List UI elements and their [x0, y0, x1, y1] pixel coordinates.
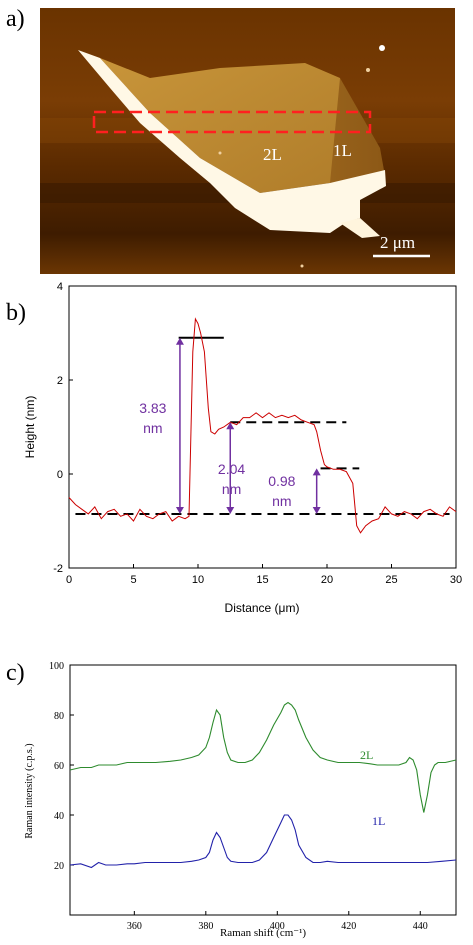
x-tick-label: 420 — [341, 921, 356, 932]
plot-frame — [68, 285, 457, 569]
x-tick-label: 15 — [256, 574, 268, 586]
flake-thick-edge — [78, 50, 386, 233]
x-tick-label: 0 — [66, 574, 72, 586]
y-axis-label: Raman intensity (c.p.s.) — [24, 743, 35, 838]
y-tick-label: 0 — [57, 469, 63, 481]
x-tick-label: 400 — [270, 921, 285, 932]
annotation-label: 3.83 — [139, 400, 166, 416]
y-tick-label: 60 — [54, 761, 64, 772]
arrow-head-up — [312, 468, 321, 476]
arrow-head-down — [226, 506, 235, 514]
layer-label-1l: 1L — [333, 141, 352, 160]
y-tick-label: 100 — [49, 661, 64, 672]
annotation-label: nm — [143, 420, 162, 436]
series-line-2l — [69, 701, 457, 813]
x-axis-label: Distance (μm) — [225, 601, 300, 615]
y-tick-label: 20 — [54, 861, 64, 872]
x-tick-label: 5 — [130, 574, 136, 586]
series-line-height — [68, 317, 457, 534]
y-tick-label: -2 — [53, 563, 63, 575]
scale-bar-label: 2 μm — [380, 233, 415, 252]
panel-label-c: c) — [6, 660, 25, 686]
flake-bilayer — [100, 58, 340, 193]
series-line-1l — [69, 814, 457, 869]
afm-image: 2L 1L 2 μm — [40, 8, 455, 274]
annotation-label: nm — [222, 481, 241, 497]
x-tick-label: 25 — [385, 574, 397, 586]
x-tick-label: 30 — [450, 574, 462, 586]
x-axis-label: Raman shift (cm⁻¹) — [220, 927, 306, 939]
line-profile-box — [92, 110, 372, 134]
y-axis-label: Height (nm) — [23, 396, 37, 459]
panel-label-b: b) — [6, 300, 26, 326]
annotation-label: nm — [272, 493, 291, 509]
x-tick-label: 10 — [192, 574, 204, 586]
y-tick-label: 40 — [54, 811, 64, 822]
plot-frame — [69, 664, 457, 916]
raman-chart: 360 380 400 420 440 20 40 60 80 100 2L 1L Raman s… — [24, 661, 457, 939]
series-label-1l: 1L — [372, 814, 385, 828]
y-tick-label: 2 — [57, 375, 63, 387]
x-tick-label: 440 — [413, 921, 428, 932]
panel-label-a: a) — [6, 6, 25, 32]
x-tick-label: 20 — [321, 574, 333, 586]
annotation-label: 0.98 — [268, 473, 295, 489]
y-tick-label: 4 — [57, 281, 63, 293]
arrow-head-up — [175, 337, 184, 345]
layer-label-2l: 2L — [263, 145, 282, 164]
x-tick-label: 380 — [198, 921, 213, 932]
x-tick-label: 360 — [127, 921, 142, 932]
arrow-head-up — [226, 422, 235, 430]
arrow-head-down — [175, 506, 184, 514]
series-label-2l: 2L — [360, 748, 373, 762]
y-tick-label: 80 — [54, 711, 64, 722]
annotation-label: 2.04 — [218, 461, 245, 477]
arrow-head-down — [312, 506, 321, 514]
